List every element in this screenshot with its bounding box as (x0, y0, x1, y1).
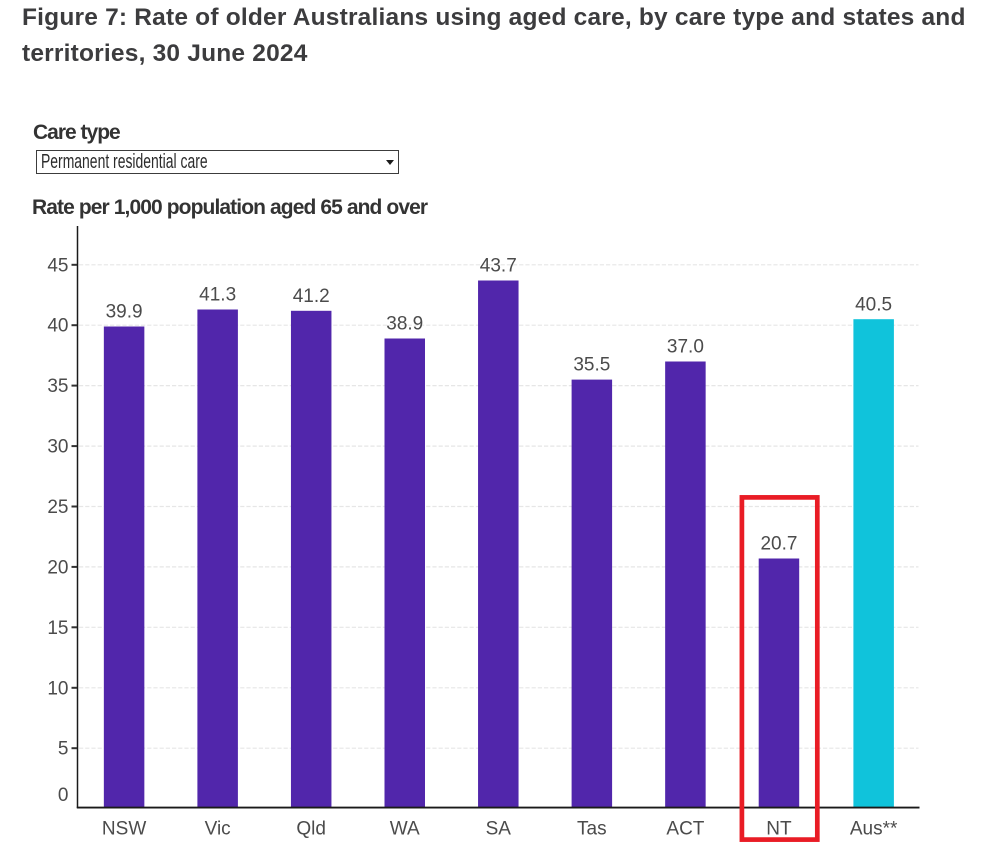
svg-text:Vic: Vic (205, 818, 231, 839)
svg-text:35: 35 (47, 376, 68, 397)
svg-text:35.5: 35.5 (573, 355, 610, 376)
svg-text:15: 15 (47, 618, 68, 639)
svg-text:NSW: NSW (102, 818, 146, 839)
svg-text:20: 20 (47, 557, 68, 578)
svg-text:SA: SA (486, 818, 512, 839)
svg-text:37.0: 37.0 (667, 337, 704, 358)
svg-text:WA: WA (390, 818, 420, 839)
svg-text:25: 25 (47, 497, 68, 518)
svg-text:Tas: Tas (577, 818, 607, 839)
svg-text:40: 40 (47, 316, 68, 337)
svg-text:20.7: 20.7 (760, 534, 797, 555)
svg-text:30: 30 (47, 437, 68, 458)
svg-text:NT: NT (766, 818, 792, 839)
svg-text:38.9: 38.9 (386, 314, 423, 335)
svg-text:5: 5 (58, 739, 69, 760)
svg-text:40.5: 40.5 (855, 294, 892, 315)
svg-text:Aus**: Aus** (850, 818, 898, 839)
svg-text:45: 45 (47, 255, 68, 276)
svg-text:39.9: 39.9 (106, 302, 143, 323)
svg-text:Qld: Qld (296, 818, 326, 839)
svg-text:0: 0 (58, 785, 69, 806)
svg-text:41.3: 41.3 (199, 285, 236, 306)
svg-text:43.7: 43.7 (480, 256, 517, 277)
svg-text:41.2: 41.2 (293, 286, 330, 307)
svg-text:10: 10 (47, 678, 68, 699)
svg-text:ACT: ACT (666, 818, 704, 839)
